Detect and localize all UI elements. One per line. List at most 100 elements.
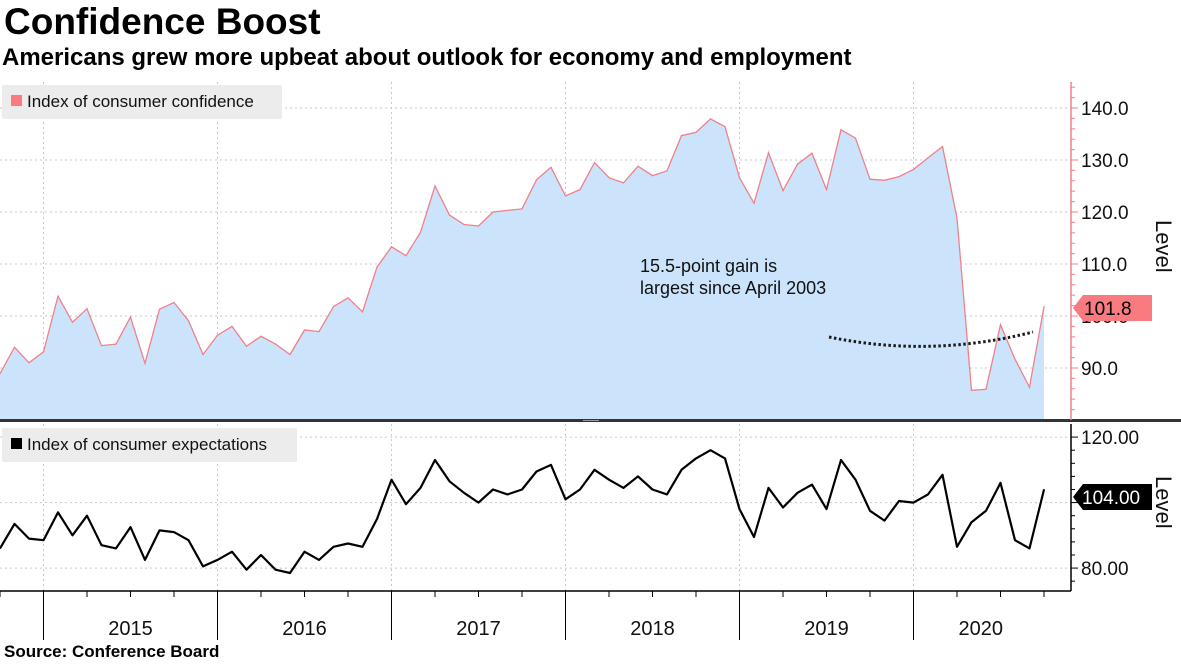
confidence-point <box>361 311 364 313</box>
expectations-point <box>898 500 900 502</box>
top-y-tick-label: 110.0 <box>1081 255 1127 276</box>
confidence-point <box>173 301 175 304</box>
confidence-point <box>216 334 219 336</box>
expectations-point <box>709 449 712 451</box>
confidence-point <box>666 170 668 172</box>
expectations-point <box>637 475 639 477</box>
confidence-point <box>100 345 103 347</box>
expectations-point <box>999 482 1002 484</box>
confidence-point <box>57 295 59 297</box>
annotation: 15.5-point gain is largest since April 2… <box>640 256 1034 348</box>
confidence-area-fill <box>0 118 1044 421</box>
confidence-badge-value: 101.8 <box>1084 299 1132 320</box>
confidence-last-value-badge: 101.8 <box>1073 295 1152 321</box>
confidence-point <box>898 176 900 178</box>
expectations-point <box>695 457 697 459</box>
expectations-point <box>666 493 668 495</box>
confidence-point <box>796 163 799 165</box>
expectations-point <box>753 536 755 538</box>
expectations-point <box>187 539 190 541</box>
confidence-point <box>274 343 277 345</box>
expectations-line <box>0 449 1046 575</box>
confidence-point <box>245 345 248 347</box>
confidence-point <box>738 177 741 179</box>
expectations-point <box>100 544 103 546</box>
confidence-point <box>999 324 1002 326</box>
confidence-point <box>448 214 451 216</box>
expectations-point <box>477 502 480 504</box>
expectations-point <box>303 551 306 553</box>
confidence-point <box>709 118 712 120</box>
confidence-point <box>129 316 132 318</box>
confidence-point <box>579 189 581 191</box>
expectations-point <box>680 469 683 471</box>
confidence-point <box>956 217 958 219</box>
confidence-point <box>260 335 262 337</box>
confidence-point <box>347 297 349 299</box>
expectations-series <box>0 449 1046 575</box>
x-axis-year-label: 2017 <box>456 618 501 640</box>
confidence-point <box>158 308 161 310</box>
expectations-point <box>0 547 1 549</box>
confidence-point <box>869 178 871 180</box>
confidence-point <box>376 266 378 268</box>
confidence-point <box>434 185 436 187</box>
confidence-point <box>318 331 320 333</box>
confidence-point <box>550 166 552 168</box>
expectations-point <box>521 488 523 491</box>
expectations-point <box>767 487 770 489</box>
top-y-tick-label: 140.0 <box>1081 99 1129 120</box>
confidence-point <box>695 131 697 133</box>
expectations-point <box>260 554 262 556</box>
confidence-point <box>1043 306 1045 308</box>
confidence-point <box>1014 358 1016 360</box>
top-y-tick-label: 90.0 <box>1081 359 1118 380</box>
confidence-legend-box <box>2 85 282 119</box>
expectations-point <box>782 506 784 509</box>
expectations-point <box>245 569 248 571</box>
top-y-tick-label: 120.0 <box>1081 203 1129 224</box>
x-axis-year-label: 2020 <box>959 618 1004 640</box>
expectations-point <box>811 484 813 486</box>
panel-divider-grip <box>583 420 599 421</box>
chart-subtitle: Americans grew more upbeat about outlook… <box>2 44 852 71</box>
expectations-point <box>347 542 349 545</box>
expectations-point <box>579 488 581 491</box>
expectations-point <box>144 559 146 561</box>
expectations-point <box>13 523 16 525</box>
expectations-last-value-badge: 104.00 <box>1073 484 1152 510</box>
bottom-y-tick-label: 80.00 <box>1081 559 1129 580</box>
expectations-legend-label: Index of consumer expectations <box>27 435 267 454</box>
confidence-point <box>680 135 683 137</box>
expectations-point <box>129 526 132 528</box>
confidence-point <box>1028 386 1031 388</box>
expectations-badge-shape <box>1073 484 1152 510</box>
expectations-legend-box <box>2 428 297 462</box>
expectations-point <box>796 492 799 494</box>
expectations-point <box>42 539 45 541</box>
confidence-point <box>622 182 625 184</box>
confidence-point <box>187 320 190 322</box>
expectations-point <box>434 459 436 461</box>
confidence-point <box>912 168 915 170</box>
bottom-y-axis-title: Level <box>1151 476 1176 529</box>
expectations-point <box>419 487 422 489</box>
expectations-point <box>318 559 320 561</box>
confidence-point <box>985 388 987 390</box>
expectations-point <box>405 503 407 505</box>
expectations-point <box>593 469 596 471</box>
confidence-point <box>637 165 639 167</box>
expectations-legend: Index of consumer expectations <box>2 428 297 462</box>
expectations-point <box>724 457 726 459</box>
confidence-point <box>767 152 770 154</box>
expectations-point <box>941 474 944 476</box>
top-y-tick-label: 130.0 <box>1081 151 1129 172</box>
expectations-point <box>970 521 973 523</box>
confidence-point <box>840 129 842 131</box>
confidence-point <box>927 157 929 159</box>
expectations-point <box>216 559 219 561</box>
top-y-axis-title: Level <box>1151 220 1176 273</box>
confidence-point <box>608 177 610 179</box>
expectations-point <box>550 464 552 466</box>
confidence-point <box>883 179 886 181</box>
